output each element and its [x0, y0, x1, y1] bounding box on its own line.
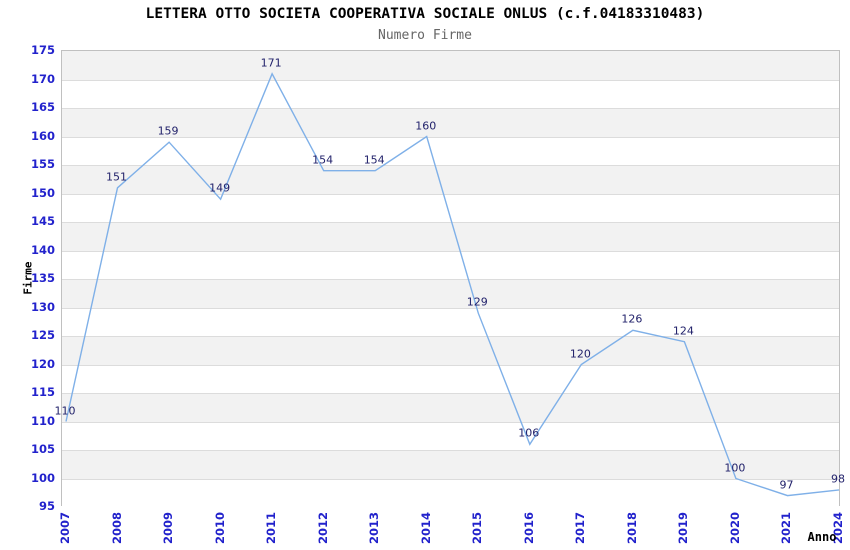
background-band [62, 336, 839, 365]
background-band [62, 79, 839, 108]
x-tick-label: 2013 [367, 511, 382, 545]
gridline [62, 450, 839, 451]
x-tick-label: 2018 [624, 511, 639, 545]
gridline [62, 193, 839, 195]
y-tick-label: 160 [30, 128, 55, 143]
x-axis-title: Anno [807, 530, 837, 544]
x-tick-label: 2019 [676, 511, 691, 545]
x-tick-label: 2009 [161, 511, 176, 545]
y-tick-label: 170 [30, 71, 55, 86]
data-point-label: 149 [209, 181, 231, 195]
gridline [62, 421, 839, 423]
data-point-label: 151 [106, 170, 128, 184]
data-point-label: 171 [260, 56, 282, 70]
data-point-label: 100 [724, 461, 746, 474]
y-tick-label: 115 [30, 385, 55, 399]
y-axis-title: Firme [21, 261, 35, 295]
x-tick-label: 2015 [470, 511, 485, 545]
data-point-label: 126 [621, 312, 643, 326]
x-tick-label: 2010 [212, 511, 227, 545]
y-tick-label: 175 [30, 43, 55, 57]
gridline [62, 165, 839, 166]
data-point-label: 159 [157, 124, 179, 138]
series-line [65, 72, 840, 497]
y-tick-label: 100 [30, 470, 55, 485]
data-point-label: 154 [363, 153, 385, 167]
background-band [62, 279, 839, 308]
y-tick-label: 120 [30, 356, 55, 371]
y-tick-label: 110 [30, 413, 55, 428]
data-point-label: 160 [415, 119, 437, 132]
gridline [62, 336, 839, 337]
y-tick-label: 95 [38, 499, 55, 513]
x-tick-label: 2020 [727, 511, 742, 545]
background-band [62, 165, 839, 194]
gridline [62, 307, 839, 309]
y-tick-label: 135 [30, 271, 55, 285]
y-tick-label: 155 [30, 157, 55, 171]
x-tick-label: 2014 [418, 511, 433, 545]
gridline [62, 364, 839, 366]
background-band [62, 450, 839, 479]
x-tick-label: 2012 [315, 511, 330, 545]
y-tick-label: 150 [30, 185, 55, 200]
data-point-label: 97 [779, 478, 794, 492]
gridline [62, 222, 839, 223]
gridline [62, 108, 839, 109]
x-tick-label: 2016 [521, 511, 536, 545]
gridline [62, 136, 839, 138]
data-point-label: 154 [312, 153, 334, 167]
y-tick-label: 125 [30, 328, 55, 342]
gridline [62, 393, 839, 394]
background-band [62, 307, 839, 336]
background-band [62, 51, 839, 80]
data-point-label: 98 [831, 472, 845, 486]
y-tick-label: 165 [30, 100, 55, 114]
background-band [62, 250, 839, 279]
x-tick-label: 2008 [109, 511, 124, 545]
x-tick-label: 2021 [779, 511, 794, 545]
data-point-label: 106 [518, 426, 540, 440]
y-tick-label: 130 [30, 299, 55, 314]
y-tick-label: 105 [30, 442, 55, 456]
background-band [62, 478, 839, 507]
gridline [62, 250, 839, 252]
background-band [62, 136, 839, 165]
data-point-label: 110 [54, 404, 76, 417]
background-band [62, 364, 839, 393]
data-point-label: 120 [569, 347, 591, 360]
chart-subtitle: Numero Firme [378, 28, 472, 43]
y-tick-label: 140 [30, 242, 55, 257]
x-tick-label: 2011 [264, 511, 279, 545]
gridline [62, 478, 839, 480]
x-tick-label: 2017 [573, 511, 588, 545]
y-tick-label: 145 [30, 214, 55, 228]
data-point-label: 124 [672, 324, 694, 338]
gridline [62, 79, 839, 81]
background-band [62, 222, 839, 251]
data-point-label: 129 [466, 295, 488, 309]
gridline [62, 279, 839, 280]
x-tick-label: 2007 [58, 511, 72, 545]
background-band [62, 421, 839, 450]
chart-title: LETTERA OTTO SOCIETA COOPERATIVA SOCIALE… [145, 6, 705, 22]
background-band [62, 108, 839, 137]
plot-area [61, 50, 840, 507]
